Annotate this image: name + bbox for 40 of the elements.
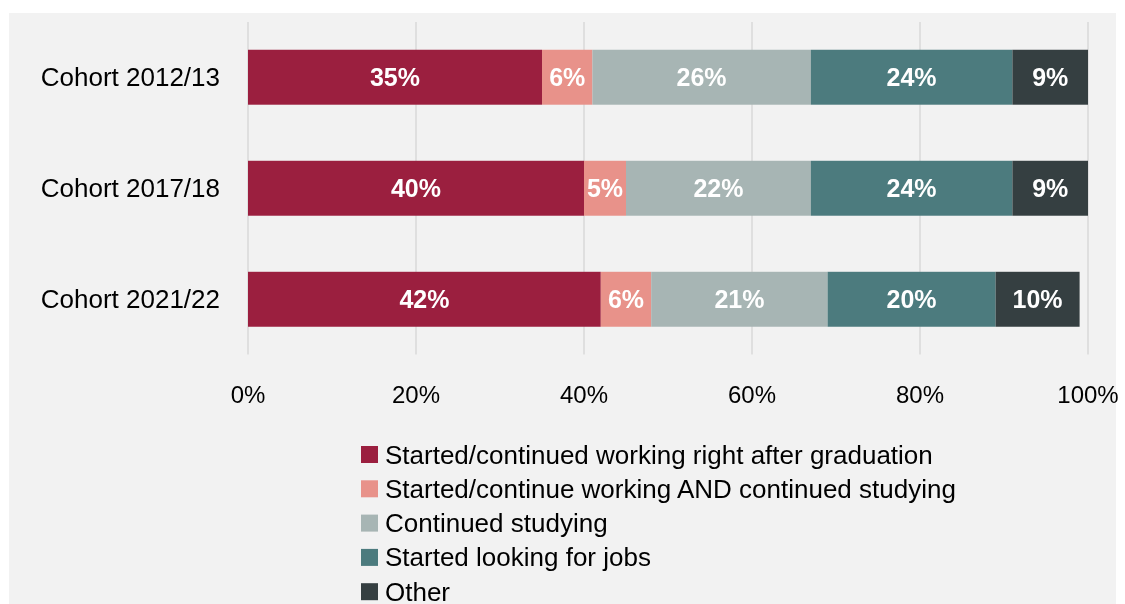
data-label: 9% [1032, 63, 1069, 92]
data-label: 5% [586, 174, 624, 203]
bar [827, 271, 996, 327]
data-label: 35% [369, 63, 421, 92]
data-label: 6% [607, 285, 645, 314]
data-label: 24% [886, 63, 937, 92]
data-label: 40% [390, 174, 442, 203]
x-tick-label: 20% [391, 381, 441, 408]
data-label: 21% [714, 285, 765, 314]
x-tick-label: 0% [230, 381, 266, 408]
bar [592, 49, 811, 105]
data-label: 42% [399, 285, 450, 314]
bar [651, 271, 828, 327]
data-label: 20% [886, 285, 937, 314]
data-label: 10% [1012, 285, 1063, 314]
data-label: 22% [693, 174, 744, 203]
bar [810, 160, 1013, 216]
y-tick-label: Cohort 2021/22 [40, 284, 220, 315]
x-tick-label: 100% [1057, 381, 1119, 408]
x-tick-label: 80% [895, 381, 945, 408]
legend-label: Started looking for jobs [385, 542, 651, 573]
data-label: 26% [676, 63, 727, 92]
x-tick-label: 40% [559, 381, 609, 408]
y-tick-label: Cohort 2012/13 [40, 62, 220, 93]
legend-label: Started/continue working AND continued studying [385, 473, 956, 504]
bar [810, 49, 1013, 105]
bar [248, 160, 584, 216]
y-tick-label: Cohort 2017/18 [40, 173, 220, 204]
data-label: 24% [886, 174, 937, 203]
x-tick-label: 60% [727, 381, 777, 408]
legend-label: Continued studying [385, 508, 608, 539]
bar [1012, 49, 1088, 105]
bar [248, 271, 601, 327]
bar [1012, 160, 1088, 216]
legend-label: Other [385, 576, 451, 604]
bar [248, 49, 542, 105]
bar [626, 160, 811, 216]
legend-label: Started/continued working right after graduation [385, 439, 933, 470]
data-label: 6% [549, 63, 586, 92]
data-label: 9% [1032, 174, 1069, 203]
